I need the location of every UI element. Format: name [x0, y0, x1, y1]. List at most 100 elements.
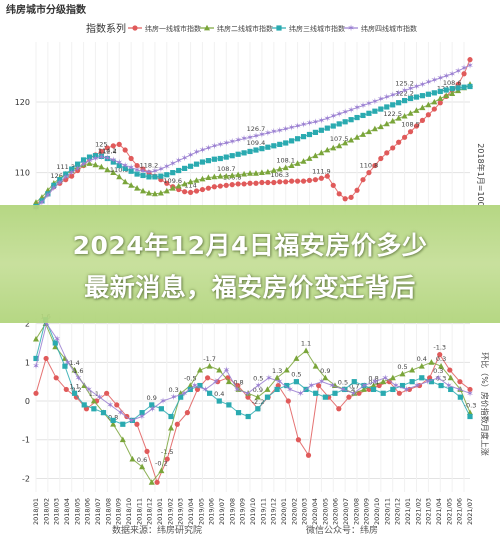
top-point-s2-41 [276, 165, 283, 172]
top-point-s4-19: ✶ [145, 167, 153, 177]
bottom-point-s3-39 [409, 379, 415, 385]
top-point-s4-57: ✶ [371, 96, 379, 106]
top-point-s3-45 [300, 134, 307, 140]
top-point-s3-25 [182, 165, 188, 171]
top-point-s2-33 [229, 172, 236, 178]
bottom-point-s4-37: ✶ [424, 377, 432, 387]
bottom-data-label: 0.9 [147, 394, 157, 402]
top-point-s3-52 [342, 119, 348, 125]
bottom-point-s4-28: ✶ [329, 381, 337, 391]
bottom-point-s3-44 [457, 394, 463, 400]
top-point-s2-70 [449, 90, 456, 96]
bottom-point-s1-35 [386, 379, 392, 385]
x-tick-label: 2018/05 [73, 498, 81, 525]
bottom-point-s3-36 [380, 390, 386, 396]
bottom-point-s3-3 [62, 363, 68, 369]
x-tick-label: 2018/01 [32, 498, 40, 525]
bottom-data-label: -0.2 [155, 460, 168, 468]
top-point-s3-60 [390, 102, 396, 108]
top-point-s2-55 [359, 131, 366, 137]
top-data-label: 111.3 [56, 163, 75, 171]
top-point-s3-63 [407, 95, 414, 102]
bottom-data-label: 0.4 [417, 355, 427, 363]
bottom-point-s1-11 [144, 448, 150, 454]
bottom-data-label: 1.1 [301, 340, 311, 348]
top-point-s2-61 [395, 115, 402, 121]
wechat-note: 微信公众号：纬房 [306, 526, 379, 536]
bottom-point-s2-10 [129, 455, 136, 462]
x-tick-label: 2019/10 [249, 498, 257, 525]
top-point-s1-57 [372, 162, 378, 169]
bottom-point-s3-23 [255, 406, 261, 412]
top-point-s2-64 [413, 107, 420, 113]
bottom-point-s3-6 [91, 406, 97, 412]
top-point-s2-45 [300, 158, 307, 164]
bottom-data-label: 0.5 [338, 378, 348, 386]
bottom-point-s4-20: ✶ [244, 388, 252, 398]
top-point-s1-28 [199, 186, 206, 193]
top-point-s4-18: ✶ [139, 166, 147, 176]
top-point-s4-12: ✶ [104, 153, 112, 163]
top-point-s2-68 [437, 95, 444, 101]
top-point-s4-29: ✶ [205, 143, 213, 153]
top-point-s3-51 [336, 121, 342, 127]
bottom-data-label: -1.3 [433, 344, 446, 352]
top-point-s2-10 [92, 161, 99, 168]
top-data-label: 110.9 [110, 166, 129, 174]
bottom-point-s3-4 [71, 390, 78, 396]
bottom-point-s2-18 [206, 362, 213, 369]
bottom-point-s2-16 [187, 382, 194, 388]
top-point-s3-66 [425, 91, 431, 97]
bottom-data-label: -0.3 [464, 402, 477, 410]
bottom-point-s2-9 [119, 436, 126, 443]
top-point-s3-68 [437, 88, 443, 95]
legend-label-2: 纬房二线城市指数 [217, 24, 273, 33]
top-point-s3-70 [449, 86, 455, 92]
top-data-label: 108.7 [217, 165, 236, 173]
series-legend-label: 指数系列 [86, 22, 126, 35]
bottom-point-s3-7 [100, 410, 107, 416]
bottom-data-label: 0.7 [349, 382, 359, 390]
top-point-s1-30 [211, 184, 217, 190]
top-point-s1-65 [419, 117, 426, 123]
top-point-s4-61: ✶ [395, 88, 403, 98]
top-point-s3-35 [241, 150, 247, 156]
x-tick-label: 2021/04 [435, 498, 443, 525]
top-point-s4-72: ✶ [460, 63, 468, 73]
bottom-point-s1-10 [134, 421, 140, 427]
bottom-y-tick-label: -1 [22, 436, 30, 445]
top-point-s4-66: ✶ [425, 77, 433, 87]
top-point-s3-64 [413, 94, 420, 100]
bottom-point-s2-30 [322, 374, 329, 381]
bottom-point-s3-18 [207, 390, 213, 396]
bottom-point-s3-0 [33, 355, 39, 362]
bottom-point-s4-36: ✶ [413, 381, 421, 391]
top-point-s3-40 [271, 143, 277, 149]
top-point-s3-1 [39, 198, 45, 204]
top-point-s4-44: ✶ [294, 121, 302, 131]
top-point-s3-19 [146, 174, 152, 180]
top-data-label: 109.4 [247, 139, 266, 147]
top-point-s2-59 [383, 120, 390, 127]
top-point-s1-39 [265, 179, 271, 186]
top-point-s3-12 [104, 155, 110, 162]
top-point-s4-16: ✶ [127, 163, 135, 173]
top-point-s4-64: ✶ [413, 81, 421, 91]
bottom-point-s2-23 [254, 393, 261, 400]
top-point-s2-15 [122, 178, 129, 185]
top-point-s1-15 [122, 147, 128, 153]
bottom-data-label: -1.7 [203, 355, 216, 363]
bottom-point-s4-14: ✶ [180, 388, 188, 398]
headline-line-2: 最新消息，福安房价变迁背后 [84, 273, 416, 302]
bottom-point-s3-40 [419, 375, 425, 381]
top-point-s3-43 [289, 138, 295, 144]
bottom-point-s3-43 [448, 386, 454, 393]
top-point-s3-34 [235, 151, 241, 157]
bottom-data-label: 1.3 [272, 367, 282, 375]
legend-marker-2 [204, 24, 210, 31]
top-point-s3-31 [217, 155, 223, 162]
top-point-s2-36 [247, 170, 254, 176]
top-point-s1-31 [217, 183, 223, 189]
bottom-point-s4-21: ✶ [255, 381, 263, 391]
top-point-s3-61 [396, 100, 402, 106]
